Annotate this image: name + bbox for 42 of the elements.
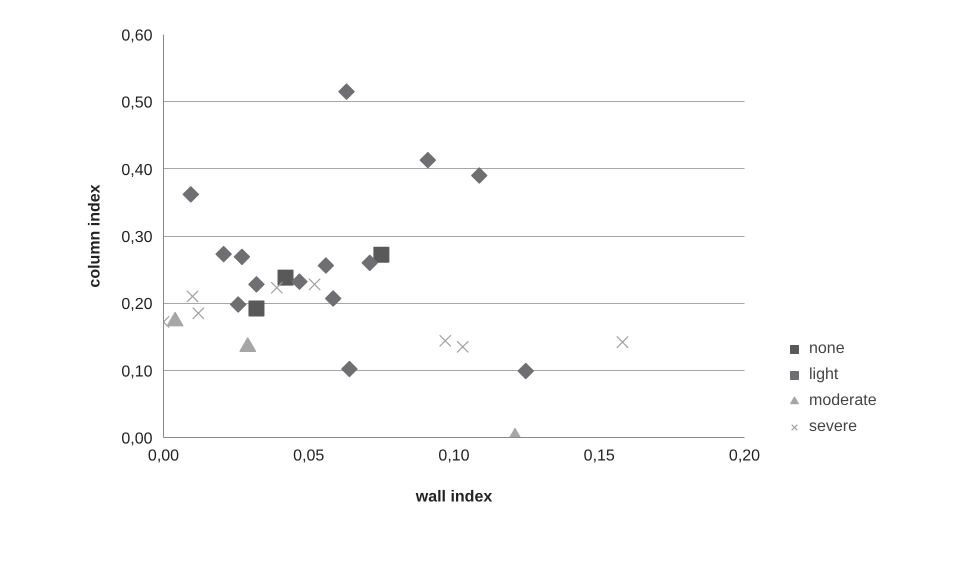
legend-label: none <box>809 340 845 358</box>
point <box>318 257 334 274</box>
y-tick-label: 0,30 <box>121 229 153 246</box>
point <box>182 186 200 203</box>
point <box>456 340 469 354</box>
point <box>338 83 355 100</box>
point <box>278 270 294 286</box>
y-tick-label: 0,40 <box>121 162 153 179</box>
point <box>361 254 378 272</box>
legend-label: moderate <box>809 392 877 410</box>
point <box>291 273 308 290</box>
x-tick-label: 0,00 <box>148 448 180 464</box>
point <box>373 246 390 263</box>
point <box>324 290 342 307</box>
point <box>215 246 232 262</box>
point <box>470 167 488 184</box>
x-tick-label: 0,15 <box>584 448 615 464</box>
y-tick-label: 0,20 <box>121 296 153 314</box>
legend-label: severe <box>809 418 858 436</box>
point <box>616 336 629 348</box>
point <box>248 300 264 317</box>
point <box>270 281 284 294</box>
point <box>234 248 250 266</box>
point <box>192 306 205 320</box>
point <box>248 276 265 293</box>
point <box>186 290 199 303</box>
y-tick-label: 0,50 <box>121 94 153 112</box>
point <box>341 360 358 378</box>
x-tick-label: 0,10 <box>438 448 470 464</box>
x-tick-label: 0,20 <box>728 448 760 464</box>
legend-label: light <box>809 366 838 384</box>
x-axis-title: wall index <box>414 488 492 506</box>
point <box>308 278 321 291</box>
point <box>230 296 246 313</box>
y-tick-label: 0,10 <box>121 363 153 380</box>
y-tick-label: 0,00 <box>121 430 153 448</box>
x-tick-label: 0,05 <box>293 448 324 464</box>
y-tick-label: 0,60 <box>121 28 153 44</box>
point <box>517 362 534 380</box>
y-axis-title: column index <box>86 184 104 288</box>
point <box>420 152 436 168</box>
point <box>439 334 452 348</box>
